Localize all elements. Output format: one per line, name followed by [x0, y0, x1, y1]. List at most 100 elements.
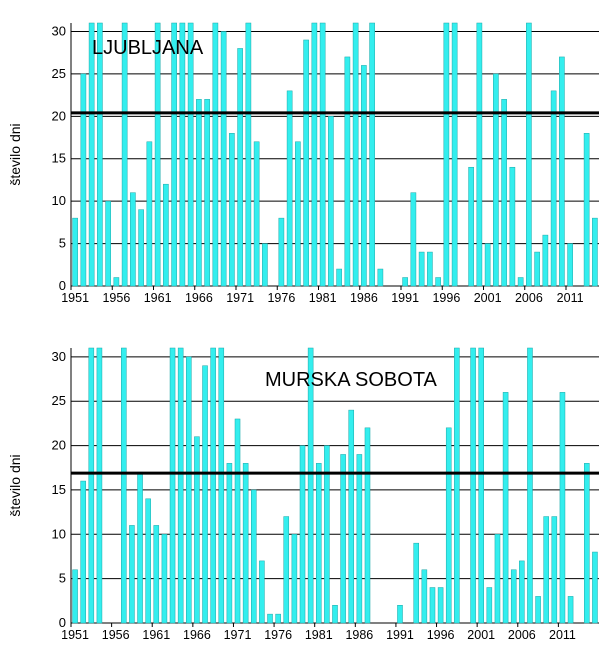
bar-2008 — [542, 234, 549, 287]
y-axis-label: število dni — [7, 454, 23, 516]
bar-1951 — [72, 217, 78, 287]
bar-1985 — [352, 22, 359, 287]
bar-1966 — [196, 99, 202, 287]
bar-1992 — [410, 192, 417, 287]
bar-1979 — [299, 445, 306, 624]
bar-2009 — [550, 90, 557, 287]
chart-panel-1: 0 5 10 15 20 25 30 1951 1956 1961 1966 1971 1976 1981… — [7, 22, 599, 305]
bar-1961 — [153, 525, 160, 624]
x-tick-label: 1956 — [102, 291, 130, 305]
bar-1972 — [242, 463, 249, 624]
bar-1996 — [437, 587, 444, 624]
bar-1952 — [80, 480, 86, 624]
bar-1971 — [237, 48, 243, 287]
bar-1999 — [468, 166, 474, 287]
x-tick-label: 1951 — [61, 628, 89, 642]
bar-1991 — [397, 605, 403, 624]
bar-1977 — [283, 516, 290, 624]
x-tick-label: 1961 — [144, 291, 172, 305]
bar-1965 — [187, 22, 194, 287]
bar-1974 — [259, 560, 265, 624]
bar-1957 — [121, 22, 128, 287]
x-tick-label: 1976 — [267, 291, 295, 305]
x-tick-label: 1966 — [185, 291, 213, 305]
bar-1954 — [97, 22, 103, 287]
bar-1983 — [332, 605, 338, 624]
chart-title: LJUBLJANA — [92, 37, 204, 59]
bar-1979 — [303, 39, 309, 287]
bar-2004 — [502, 392, 509, 624]
y-tick-label: 25 — [52, 393, 66, 408]
bar-2009 — [543, 516, 549, 624]
bar-1971 — [234, 418, 241, 624]
x-tick-label: 2006 — [508, 628, 536, 642]
bar-1958 — [129, 525, 135, 624]
bar-2005 — [517, 277, 524, 287]
bar-undefined — [592, 551, 598, 624]
bar-2007 — [534, 251, 540, 287]
x-tick-label: 1991 — [391, 291, 419, 305]
chart-panel-2: 0 5 10 15 20 25 30 1951 1956 1961 1966 1971 1976 1981… — [7, 347, 599, 642]
bar-2008 — [535, 596, 541, 624]
x-tick-label: 1971 — [226, 291, 254, 305]
x-tick-label: 1966 — [183, 628, 211, 642]
bar-2014 — [584, 463, 590, 624]
bar-1970 — [229, 133, 235, 287]
y-tick-label: 30 — [52, 349, 66, 364]
x-tick-label: 1996 — [427, 628, 455, 642]
bar-1969 — [220, 31, 227, 287]
bar-1995 — [429, 587, 436, 624]
bar-1955 — [105, 200, 111, 287]
y-tick-label: 20 — [52, 108, 66, 123]
bar-1975 — [267, 613, 273, 624]
bar-1982 — [328, 116, 334, 287]
bar-1978 — [295, 141, 301, 287]
bar-1962 — [161, 534, 168, 624]
bar-2012 — [567, 596, 574, 624]
x-tick-label: 1986 — [350, 291, 378, 305]
bar-2013 — [583, 133, 590, 287]
bar-1957 — [121, 347, 127, 624]
bar-2001 — [478, 347, 484, 624]
bar-1970 — [226, 463, 233, 624]
bar-1985 — [348, 409, 355, 624]
bar-1966 — [194, 436, 200, 624]
bar-1980 — [307, 347, 314, 624]
x-tick-label: 1951 — [61, 291, 89, 305]
x-tick-label: 2011 — [549, 628, 576, 642]
y-tick-label: 15 — [52, 482, 66, 497]
x-tick-label: 2001 — [474, 291, 502, 305]
bar-2001 — [484, 243, 491, 287]
bar-1953 — [88, 22, 95, 287]
bar-1961 — [154, 22, 161, 287]
x-tick-label: 1986 — [345, 628, 373, 642]
bar-2004 — [509, 166, 516, 287]
x-tick-label: 1956 — [102, 628, 130, 642]
bar-1959 — [138, 209, 144, 287]
bar-1976 — [278, 217, 285, 287]
bar-1996 — [443, 22, 450, 287]
bar-2010 — [551, 516, 558, 624]
bar-1968 — [210, 347, 216, 624]
bar-1997 — [451, 22, 458, 287]
bar-1962 — [163, 183, 169, 287]
bar-1959 — [137, 471, 143, 624]
bar-1982 — [324, 445, 330, 624]
bar-1964 — [177, 347, 184, 624]
bar-2006 — [519, 560, 525, 624]
bar-1968 — [212, 22, 219, 287]
bar-1953 — [88, 347, 95, 624]
bar-1986 — [356, 454, 363, 624]
bar-1951 — [72, 569, 78, 624]
bar-2010 — [559, 56, 565, 287]
bar-1981 — [315, 463, 322, 624]
y-tick-label: 15 — [52, 151, 66, 166]
bar-1963 — [171, 22, 177, 287]
bar-2014 — [592, 217, 598, 287]
bar-1983 — [336, 268, 342, 287]
y-tick-label: 10 — [52, 193, 66, 208]
bar-2007 — [527, 347, 533, 624]
bar-1997 — [445, 427, 452, 624]
bar-1967 — [204, 99, 210, 287]
